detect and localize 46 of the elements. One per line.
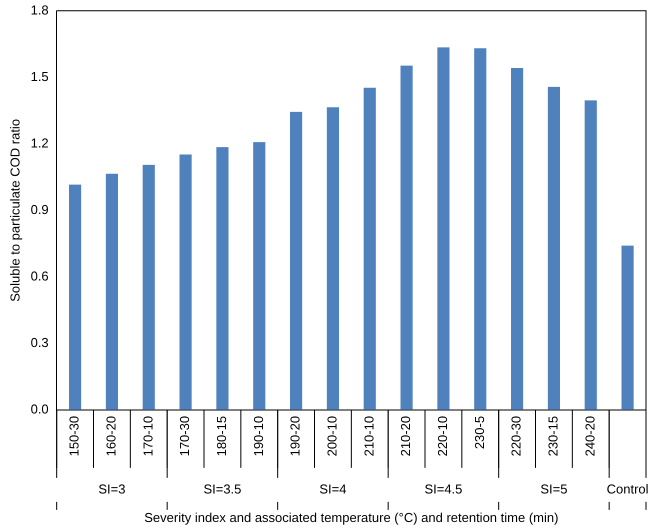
y-tick-label: 0.9 — [30, 202, 49, 217]
bar — [180, 154, 192, 410]
x-tick-label: 190-20 — [288, 416, 303, 456]
x-tick-label: 240-20 — [582, 416, 598, 456]
y-tick-label: 1.5 — [30, 68, 49, 84]
bar — [290, 112, 302, 410]
x-tick-label: 170-30 — [177, 416, 192, 456]
text: SI=3 — [98, 482, 126, 496]
bar — [106, 174, 118, 410]
bar — [364, 88, 376, 410]
bar — [253, 142, 266, 410]
x-tick-label: 200-10 — [324, 416, 340, 456]
bar — [216, 147, 228, 410]
text: SI=4 — [319, 482, 346, 496]
x-tick-label: 220-30 — [508, 416, 524, 456]
bar — [326, 107, 339, 410]
x-tick-label: 180-15 — [214, 416, 229, 456]
y-tick-label: 0.3 — [30, 334, 49, 350]
bar — [584, 100, 597, 410]
x-tick-label: 160-20 — [104, 416, 118, 456]
x-tick-label: 170-10 — [140, 416, 156, 456]
bar — [511, 68, 524, 410]
x-tick-label: 210-10 — [361, 416, 376, 456]
x-tick-label: 230-5 — [472, 416, 487, 450]
bar — [400, 66, 413, 410]
x-tick-label: 150-30 — [66, 416, 82, 456]
y-tick-label: 1.2 — [30, 135, 49, 150]
x-tick-label: 220-10 — [434, 416, 450, 456]
text: SI=4.5 — [424, 482, 462, 496]
y-tick-label: 0.6 — [30, 268, 49, 284]
x-tick-label: 210-20 — [398, 416, 414, 456]
bar — [548, 86, 560, 410]
x-tick-label: 230-15 — [545, 416, 560, 456]
bar — [142, 164, 155, 410]
text: SI=5 — [540, 482, 568, 496]
text: SI=3.5 — [203, 482, 242, 496]
bar — [69, 184, 82, 410]
y-tick-label: 0.0 — [30, 402, 49, 416]
text: Control — [606, 482, 649, 496]
bar — [622, 246, 634, 410]
bar — [474, 48, 486, 410]
x-tick-label: 190-10 — [250, 416, 266, 456]
x-axis-title: Severity index and associated temperature (°C) and retention time (min) — [144, 510, 558, 525]
y-axis-title: Soluble to particulate COD ratio — [7, 118, 22, 302]
bar — [437, 47, 450, 410]
y-tick-label: 1.8 — [30, 2, 49, 18]
